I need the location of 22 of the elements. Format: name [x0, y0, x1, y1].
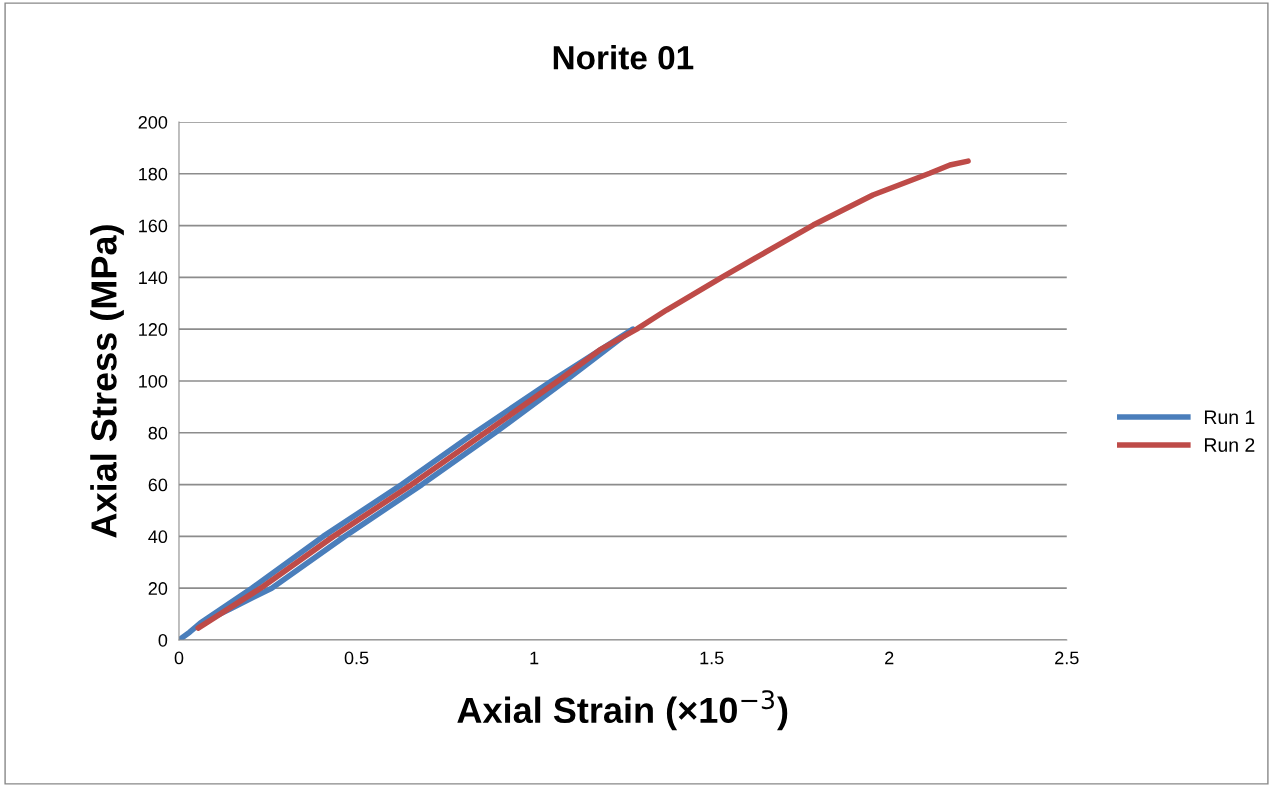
x-tick-label: 2.5	[1055, 651, 1079, 665]
y-tick-label: 40	[148, 530, 168, 544]
y-tick-label: 20	[148, 582, 168, 595]
y-tick-label: 140	[139, 271, 168, 285]
x-tick-label: 1.5	[700, 651, 724, 665]
y-tick-label: 60	[148, 478, 168, 492]
y-tick-label: 100	[139, 374, 168, 388]
x-tick-label: 1	[530, 651, 539, 665]
y-tick-label: 180	[139, 167, 168, 181]
y-axis-title: Axial Stress (MPa)	[90, 225, 124, 538]
x-tick-label: 0.5	[344, 651, 369, 665]
y-tick-label: 80	[148, 426, 168, 440]
x-tick-label: 0	[174, 651, 184, 665]
legend-label: Run 1	[1204, 410, 1255, 425]
y-tick-label: 120	[139, 323, 168, 336]
x-axis-title: Axial Strain (×10$^{−3}$)	[457, 690, 788, 731]
y-tick-label: 200	[138, 115, 168, 129]
y-tick-label: 160	[139, 219, 168, 233]
y-tick-label: 0	[158, 633, 168, 647]
legend-label: Run 2	[1204, 438, 1255, 452]
chart-title: Norite 01	[553, 45, 694, 70]
x-tick-label: 2	[885, 651, 894, 665]
